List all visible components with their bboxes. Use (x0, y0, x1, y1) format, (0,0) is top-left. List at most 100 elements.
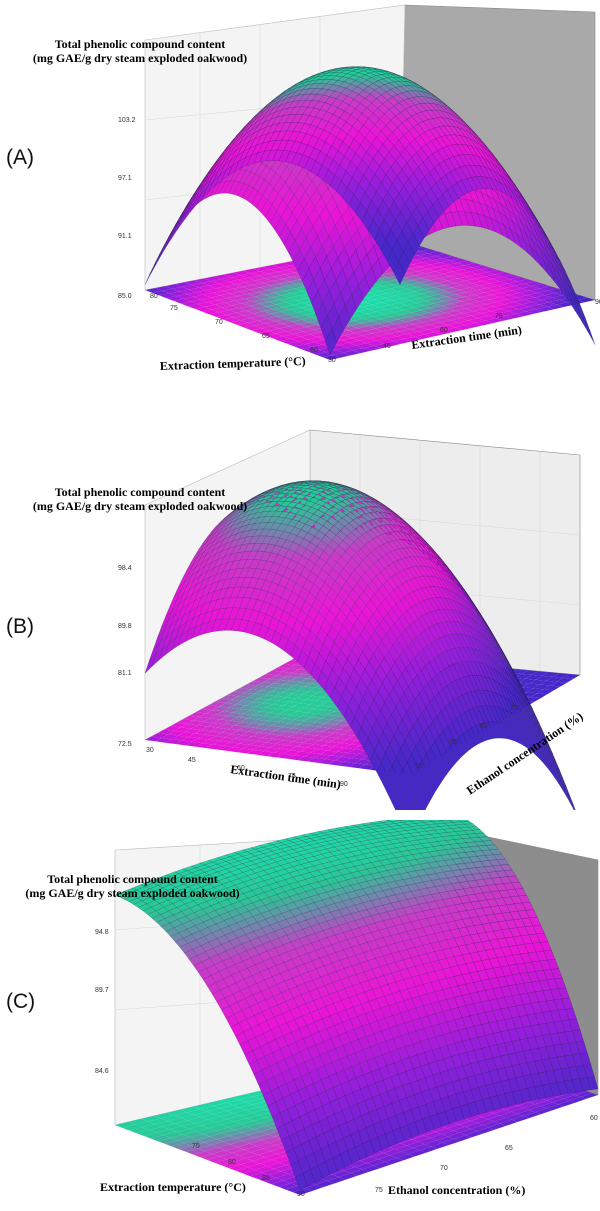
floor-cell (488, 313, 507, 319)
floor-cell (440, 320, 458, 325)
floor-cell (521, 302, 540, 307)
x-axis-label: Extraction time (min) (230, 762, 342, 791)
floor-cell (437, 296, 455, 302)
floor-cell (426, 315, 444, 320)
floor-cell (442, 256, 460, 261)
floor-cell (337, 330, 356, 336)
floor-cell (355, 330, 373, 336)
floor-cell (220, 293, 238, 299)
floor-cell (514, 283, 533, 289)
floor-cell (267, 272, 285, 277)
floor-cell (226, 712, 244, 718)
floor-cell (181, 284, 199, 290)
floor-cell (531, 299, 550, 305)
floor-cell (225, 699, 242, 705)
floor-cell (344, 744, 361, 750)
floor-cell (394, 339, 412, 344)
floor-cell (183, 296, 201, 302)
floor-cell (231, 303, 249, 309)
floor-cell (544, 293, 563, 298)
floor-cell (414, 289, 433, 294)
floor-cell (301, 317, 320, 323)
floor-cell (506, 297, 525, 302)
floor-cell (529, 679, 547, 685)
floor-cell (489, 297, 507, 302)
floor-cell (417, 284, 435, 290)
floor-cell (214, 698, 232, 704)
floor-cell (221, 305, 239, 311)
floor-cell (280, 745, 297, 751)
floor-cell (231, 696, 249, 701)
floor-cell (226, 312, 244, 318)
floor-cell (412, 277, 431, 283)
floor-cell (373, 343, 392, 349)
floor-cell (213, 274, 231, 280)
floor-cell (208, 701, 226, 707)
floor-cell (472, 265, 490, 270)
floor-cell (193, 717, 210, 722)
floor-cell (176, 719, 194, 724)
floor-cell (178, 289, 196, 295)
floor-cell (250, 719, 268, 725)
floor-cell (233, 315, 251, 321)
floor-cell (491, 308, 509, 314)
floor-cell (405, 275, 423, 280)
floor-cell (186, 292, 204, 297)
plot-group: 72.581.189.898.4304560759090858075Extrac… (118, 429, 586, 810)
floor-cell (241, 697, 259, 702)
floor-cell (307, 337, 325, 343)
floor-cell (463, 311, 482, 316)
floor-cell (187, 304, 205, 309)
floor-cell (311, 713, 328, 719)
floor-cell (521, 670, 539, 675)
floor-cell (201, 726, 218, 732)
floor-cell (380, 272, 398, 278)
floor-cell (398, 317, 416, 322)
floor-cell (453, 313, 471, 318)
z-tick-label: 91.1 (118, 233, 132, 240)
floor-cell (265, 670, 283, 676)
floor-cell (427, 266, 446, 272)
floor-cell (401, 312, 419, 318)
floor-cell (218, 703, 236, 708)
floor-cell (212, 290, 230, 296)
floor-cell (352, 306, 370, 312)
floor-cell (322, 355, 341, 360)
floor-cell (454, 296, 472, 302)
floor-cell (543, 685, 561, 691)
floor-cell (303, 329, 321, 335)
floor-cell (400, 284, 418, 289)
floor-cell (305, 730, 323, 736)
floor-cell (470, 269, 488, 275)
floor-cell (209, 312, 227, 317)
floor-cell (271, 722, 288, 727)
floor-cell (532, 283, 550, 289)
floor-cell (394, 310, 412, 315)
surface-cell (410, 807, 413, 810)
floor-cell (319, 736, 337, 742)
floor-cell (308, 349, 326, 355)
x-tick-label: 80 (150, 293, 158, 300)
x-tick-label: 65 (262, 333, 270, 340)
floor-cell (434, 285, 453, 290)
floor-cell (268, 730, 286, 736)
floor-cell (365, 328, 383, 334)
z-tick-label: 103.2 (118, 117, 136, 124)
floor-cell (197, 721, 214, 727)
floor-cell (274, 274, 292, 279)
floor-cell (293, 703, 310, 708)
floor-cell (215, 732, 232, 738)
floor-cell (352, 335, 370, 341)
floor-cell (251, 299, 269, 304)
floor-cell (273, 307, 291, 312)
floor-cell (368, 323, 386, 329)
floor-cell (297, 707, 314, 713)
floor-cell (252, 677, 270, 683)
floor-cell (452, 269, 470, 274)
floor-cell (353, 348, 371, 354)
floor-cell (426, 298, 445, 304)
floor-cell (237, 322, 255, 328)
floor-cell (330, 738, 347, 743)
floor-cell (379, 333, 398, 339)
floor-cell (299, 322, 317, 328)
